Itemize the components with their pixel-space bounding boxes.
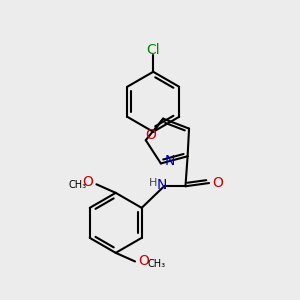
Text: Cl: Cl	[146, 44, 160, 57]
Text: N: N	[164, 154, 175, 168]
Text: O: O	[212, 176, 223, 190]
Text: CH₃: CH₃	[147, 259, 166, 269]
Text: O: O	[146, 128, 157, 142]
Text: N: N	[157, 178, 167, 192]
Text: O: O	[138, 254, 149, 268]
Text: O: O	[82, 175, 93, 189]
Text: H: H	[149, 178, 158, 188]
Text: CH₃: CH₃	[68, 180, 86, 190]
